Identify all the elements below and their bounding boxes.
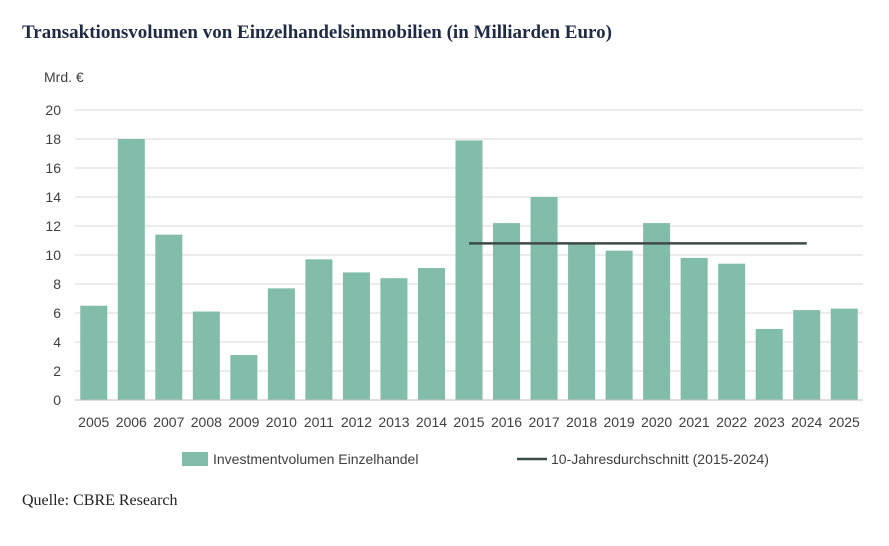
x-tick-label: 2014 xyxy=(416,414,447,430)
source-note: Quelle: CBRE Research xyxy=(22,492,178,509)
bar xyxy=(830,308,858,400)
legend-label-average: 10-Jahresdurchschnitt (2015-2024) xyxy=(551,451,769,467)
bar xyxy=(718,263,746,400)
x-tick-labels: 2005 2006 2007 2008 2009 2010 2011 2012 2013 2014… xyxy=(78,414,860,430)
y-tick-label: 10 xyxy=(45,247,61,263)
bar xyxy=(568,243,596,400)
bar xyxy=(793,310,821,400)
legend-label-bars: Investmentvolumen Einzelhandel xyxy=(213,451,418,467)
bar xyxy=(643,223,671,400)
x-tick-label: 2021 xyxy=(679,414,710,430)
x-tick-label: 2011 xyxy=(304,414,334,430)
x-tick-label: 2015 xyxy=(453,414,484,430)
x-tick-label: 2008 xyxy=(191,414,222,430)
bar xyxy=(380,278,408,400)
x-tick-label: 2009 xyxy=(228,414,259,430)
bar xyxy=(342,272,370,400)
y-tick-label: 0 xyxy=(53,392,61,408)
x-tick-label: 2010 xyxy=(266,414,297,430)
legend: Investmentvolumen Einzelhandel 10-Jahres… xyxy=(182,451,769,467)
x-tick-label: 2013 xyxy=(378,414,409,430)
y-tick-label: 8 xyxy=(53,276,61,292)
bar xyxy=(417,268,445,400)
legend-swatch-bars xyxy=(182,452,208,466)
y-tick-label: 16 xyxy=(45,160,61,176)
y-tick-label: 20 xyxy=(45,102,61,118)
y-tick-label: 14 xyxy=(45,189,61,205)
bar xyxy=(305,259,333,400)
bar xyxy=(230,355,258,400)
x-tick-label: 2020 xyxy=(641,414,672,430)
x-tick-label: 2024 xyxy=(791,414,822,430)
y-tick-label: 4 xyxy=(53,334,61,350)
bar xyxy=(605,250,633,400)
y-tick-label: 6 xyxy=(53,305,61,321)
bar xyxy=(267,288,295,400)
bar xyxy=(455,140,483,400)
x-tick-label: 2025 xyxy=(829,414,860,430)
bar xyxy=(680,257,708,400)
y-axis-label: Mrd. € xyxy=(44,69,84,85)
x-tick-label: 2006 xyxy=(116,414,147,430)
bars xyxy=(80,139,858,400)
x-tick-label: 2012 xyxy=(341,414,372,430)
x-tick-label: 2019 xyxy=(604,414,635,430)
x-tick-label: 2018 xyxy=(566,414,597,430)
bar xyxy=(493,223,521,400)
x-tick-label: 2005 xyxy=(78,414,109,430)
bar xyxy=(530,197,558,400)
x-tick-label: 2016 xyxy=(491,414,522,430)
x-tick-label: 2017 xyxy=(528,414,559,430)
y-tick-label: 12 xyxy=(45,218,61,234)
bar xyxy=(755,328,783,400)
y-tick-label: 2 xyxy=(53,363,61,379)
bar xyxy=(80,305,108,400)
x-tick-label: 2007 xyxy=(153,414,184,430)
chart-title: Transaktionsvolumen von Einzelhandelsimm… xyxy=(22,22,612,43)
bar xyxy=(117,139,145,400)
bar xyxy=(155,234,183,400)
y-tick-labels: 0 2 4 6 8 10 12 14 16 18 20 xyxy=(45,102,61,408)
x-tick-label: 2022 xyxy=(716,414,747,430)
y-tick-label: 18 xyxy=(45,131,61,147)
x-tick-label: 2023 xyxy=(754,414,785,430)
bar xyxy=(192,311,220,400)
